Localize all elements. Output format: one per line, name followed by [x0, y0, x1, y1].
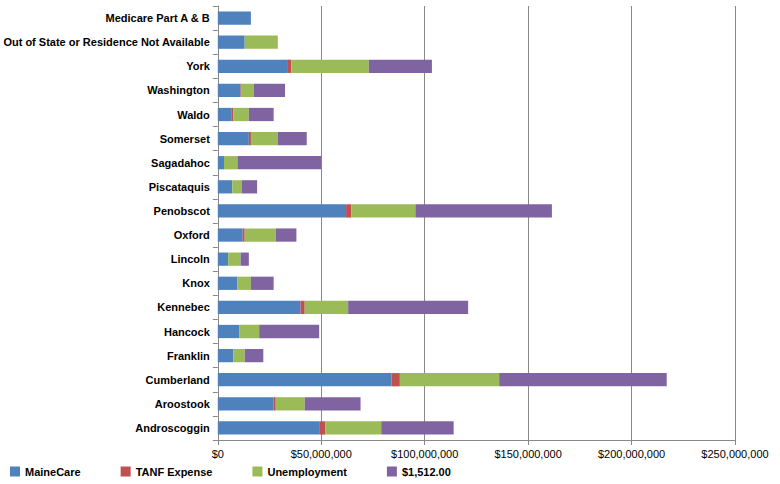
svg-text:$0: $0: [212, 448, 224, 460]
svg-text:Penobscot: Penobscot: [154, 205, 211, 217]
svg-text:Out of State or Residence Not: Out of State or Residence Not Available: [3, 36, 209, 48]
svg-text:Washington: Washington: [147, 84, 210, 96]
svg-text:Knox: Knox: [182, 277, 210, 289]
svg-text:Lincoln: Lincoln: [171, 253, 210, 265]
svg-text:MaineCare: MaineCare: [25, 466, 81, 478]
svg-text:$50,000,000: $50,000,000: [291, 448, 352, 460]
svg-text:Oxford: Oxford: [174, 229, 210, 241]
svg-text:$150,000,000: $150,000,000: [494, 448, 561, 460]
svg-text:$250,000,000: $250,000,000: [701, 448, 768, 460]
svg-text:TANF Expense: TANF Expense: [136, 466, 213, 478]
svg-text:Androscoggin: Androscoggin: [135, 422, 210, 434]
svg-text:Unemployment: Unemployment: [267, 466, 347, 478]
svg-text:Waldo: Waldo: [177, 109, 210, 121]
svg-text:Somerset: Somerset: [160, 133, 210, 145]
svg-text:Franklin: Franklin: [167, 350, 210, 362]
svg-text:Cumberland: Cumberland: [146, 374, 210, 386]
svg-text:Sagadahoc: Sagadahoc: [151, 157, 210, 169]
svg-text:Aroostook: Aroostook: [155, 398, 211, 410]
svg-text:Hancock: Hancock: [164, 326, 211, 338]
svg-text:Medicare Part A & B: Medicare Part A & B: [105, 12, 209, 24]
svg-text:$100,000,000: $100,000,000: [391, 448, 458, 460]
svg-text:Piscataquis: Piscataquis: [149, 181, 210, 193]
svg-text:$200,000,000: $200,000,000: [598, 448, 665, 460]
svg-text:York: York: [186, 60, 211, 72]
svg-text:$1,512.00: $1,512.00: [402, 466, 451, 478]
svg-text:Kennebec: Kennebec: [157, 301, 210, 313]
